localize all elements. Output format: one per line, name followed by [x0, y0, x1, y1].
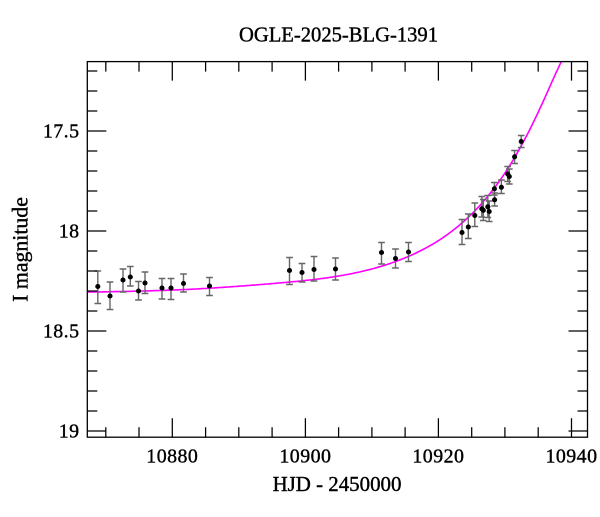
svg-text:HJD - 2450000: HJD - 2450000: [273, 472, 402, 496]
svg-text:10880: 10880: [146, 445, 198, 467]
svg-text:10920: 10920: [412, 445, 464, 467]
svg-text:10900: 10900: [279, 445, 331, 467]
svg-text:19: 19: [59, 421, 80, 443]
svg-text:18.5: 18.5: [43, 321, 80, 343]
svg-text:10940: 10940: [546, 445, 598, 467]
svg-text:17.5: 17.5: [43, 121, 80, 143]
svg-text:OGLE-2025-BLG-1391: OGLE-2025-BLG-1391: [239, 24, 438, 46]
svg-text:I magnitude: I magnitude: [8, 197, 32, 302]
svg-text:18: 18: [59, 221, 80, 243]
